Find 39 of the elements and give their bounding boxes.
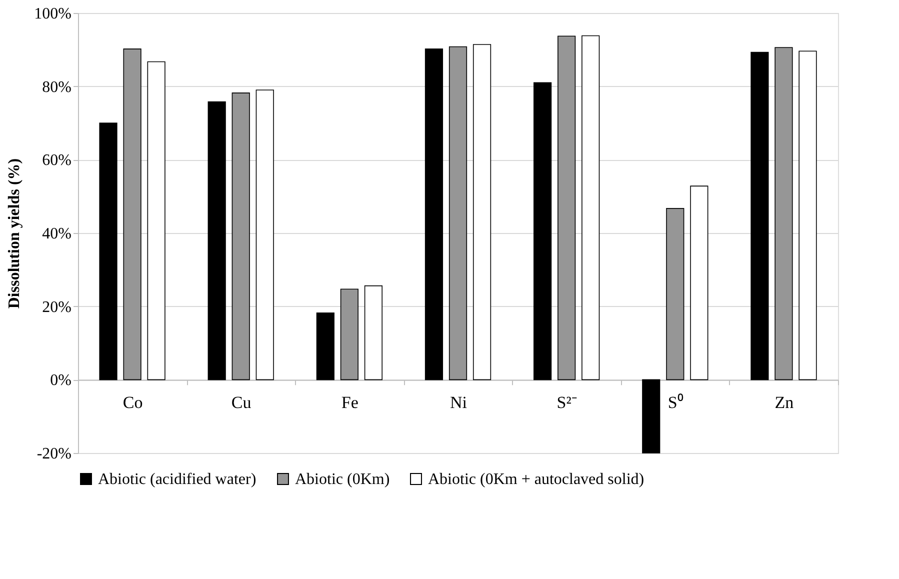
legend-label: Abiotic (0Km + autoclaved solid) xyxy=(428,471,644,488)
legend-label: Abiotic (acidified water) xyxy=(98,471,256,488)
bar xyxy=(99,122,118,380)
x-tick-label: Co xyxy=(122,393,143,412)
legend-label: Abiotic (0Km) xyxy=(295,471,390,488)
x-tick-label: S²⁻ xyxy=(556,393,578,412)
bar xyxy=(642,379,660,454)
bar xyxy=(472,44,492,380)
bar xyxy=(424,48,444,380)
bar xyxy=(558,36,576,380)
x-tick-label: Ni xyxy=(450,393,468,412)
bar xyxy=(340,288,358,380)
bar xyxy=(316,312,334,380)
bar xyxy=(666,208,684,380)
bar xyxy=(750,52,769,380)
bar xyxy=(232,92,250,380)
bar xyxy=(798,50,817,380)
x-tick-label: Fe xyxy=(341,393,358,412)
y-axis-title: Dissolution yields (%) xyxy=(6,158,24,309)
x-tick-label: Zn xyxy=(774,393,794,412)
bar xyxy=(690,186,708,380)
y-tick-label: 60% xyxy=(42,152,72,170)
y-tick-label: 40% xyxy=(42,226,72,242)
x-tick-label: S⁰ xyxy=(668,393,684,412)
y-tick-label: 100% xyxy=(34,6,72,22)
bar xyxy=(534,82,552,380)
bar xyxy=(582,35,600,380)
y-tick-label: 20% xyxy=(42,298,72,316)
y-tick-label: 80% xyxy=(42,78,72,96)
bar xyxy=(123,48,142,380)
bar xyxy=(448,46,468,380)
bar xyxy=(256,90,274,380)
y-tick-label: 0% xyxy=(50,372,72,390)
bar xyxy=(147,61,166,380)
bar xyxy=(774,47,793,380)
bar xyxy=(208,101,226,380)
bar xyxy=(364,285,382,380)
y-tick-label: -20% xyxy=(36,446,72,462)
x-tick-label: Cu xyxy=(231,393,252,412)
